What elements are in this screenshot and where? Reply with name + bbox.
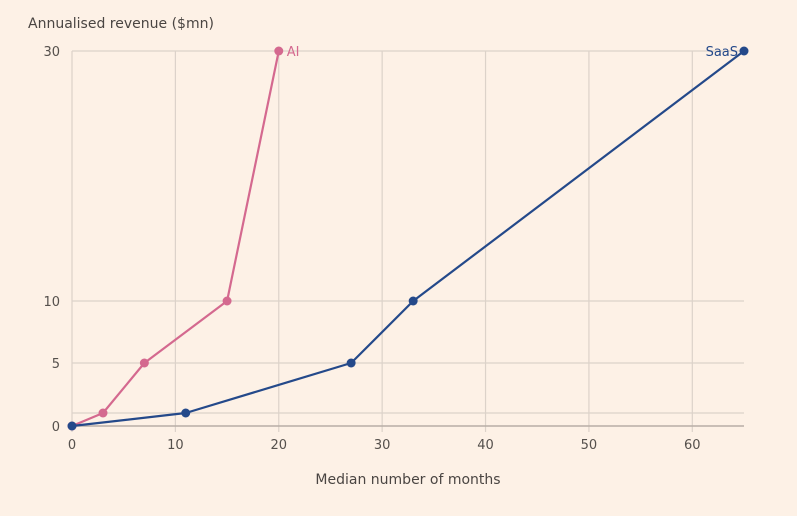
saas-data-point: [739, 46, 749, 56]
x-tick-label: 0: [68, 438, 76, 453]
saas-data-point: [346, 358, 356, 368]
y-tick-label: 10: [43, 295, 60, 310]
x-tick-label: 10: [167, 438, 184, 453]
ai-data-point: [139, 358, 149, 368]
ai-data-point: [222, 296, 232, 306]
y-tick-label: 0: [52, 420, 60, 435]
x-tick-label: 40: [477, 438, 494, 453]
x-tick-label: 60: [684, 438, 701, 453]
x-tick-label: 50: [581, 438, 598, 453]
saas-data-point: [181, 408, 191, 418]
ai-data-point: [98, 408, 108, 418]
y-tick-label: 30: [43, 45, 60, 60]
y-axis-title: Annualised revenue ($mn): [28, 16, 214, 32]
x-tick-label: 30: [374, 438, 391, 453]
x-tick-label: 20: [270, 438, 287, 453]
saas-series-label: SaaS: [706, 45, 738, 60]
y-tick-label: 5: [52, 357, 60, 372]
saas-data-point: [67, 421, 77, 431]
ai-data-point: [274, 46, 284, 56]
x-axis-title: Median number of months: [315, 472, 501, 488]
ai-series-label: AI: [287, 45, 300, 60]
saas-data-point: [408, 296, 418, 306]
saas-series-line: [71, 50, 745, 428]
